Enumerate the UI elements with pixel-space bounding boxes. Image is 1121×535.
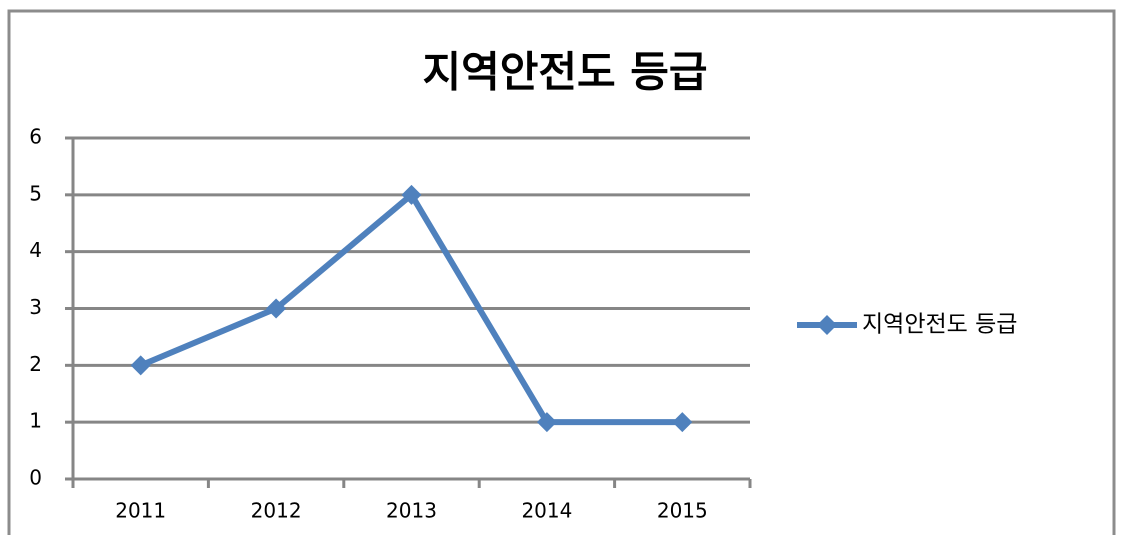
- x-tick-label: 2011: [115, 499, 166, 523]
- y-tick-label: 0: [29, 466, 42, 490]
- x-tick-label: 2012: [251, 499, 302, 523]
- x-tick-label: 2015: [657, 499, 708, 523]
- marker: [672, 412, 693, 433]
- y-tick-label: 3: [29, 295, 42, 319]
- legend-marker: [817, 315, 837, 335]
- x-tick-label: 2014: [521, 499, 572, 523]
- marker: [401, 184, 422, 205]
- marker: [130, 355, 151, 376]
- y-tick-label: 4: [29, 238, 42, 262]
- legend-label: 지역안전도 등급: [862, 312, 1017, 338]
- marker: [536, 412, 557, 433]
- chart-title: 지역안전도 등급: [422, 48, 707, 97]
- y-tick-label: 1: [29, 409, 42, 433]
- y-tick-label: 5: [29, 181, 42, 205]
- x-tick-label: 2013: [386, 499, 437, 523]
- marker: [266, 298, 287, 319]
- y-tick-label: 2: [29, 352, 42, 376]
- chart-border: [7, 9, 1116, 535]
- y-tick-label: 6: [29, 125, 42, 149]
